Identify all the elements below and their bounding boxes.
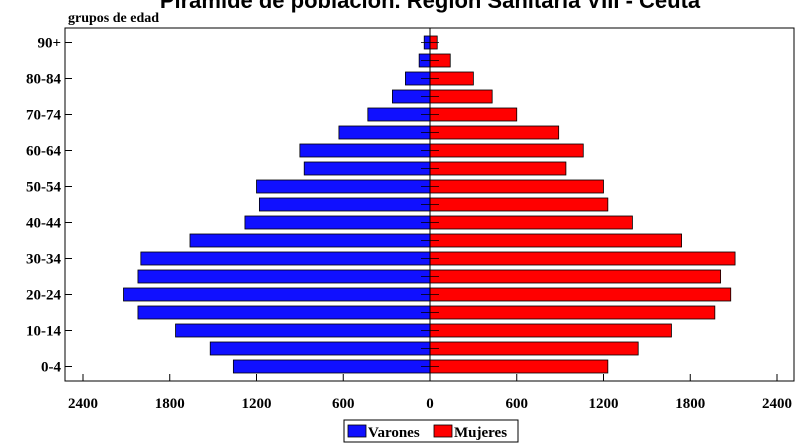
- bar-varones-45-49: [258, 197, 431, 212]
- bar-mujeres-65-69: [429, 125, 560, 140]
- bar-mujeres-60-64: [429, 143, 584, 158]
- y-tick-label-70-74: 70-74: [26, 108, 61, 124]
- bar-varones-0-4: [232, 359, 431, 374]
- bar-mujeres-40-44: [429, 215, 633, 230]
- bar-varones-40-44: [244, 215, 431, 230]
- bar-mujeres-25-29: [429, 269, 722, 284]
- x-tick-label-7: 1800: [675, 396, 705, 412]
- bar-mujeres-75-79: [429, 89, 493, 104]
- bar-mujeres-15-19: [429, 305, 716, 320]
- bars-group: [123, 35, 736, 374]
- chart-title: Pirámide de población. Región Sanitaria …: [160, 0, 701, 13]
- bar-varones-25-29: [137, 269, 431, 284]
- bar-mujeres-10-14: [429, 323, 672, 338]
- legend-box: [343, 419, 519, 443]
- bar-varones-60-64: [299, 143, 431, 158]
- x-ticks-group: 2400 1800 1200 600 0 600 1200 1800 2400: [68, 374, 792, 412]
- y-tick-label-20-24: 20-24: [26, 288, 61, 304]
- x-tick-label-4: 0: [426, 396, 434, 412]
- y-tick-label-90+: 90+: [37, 36, 61, 52]
- x-tick-label-3: 600: [332, 396, 355, 412]
- y-tick-label-50-54: 50-54: [26, 180, 61, 196]
- x-tick-label-8: 2400: [762, 396, 792, 412]
- y-tick-label-60-64: 60-64: [26, 144, 61, 160]
- bar-varones-5-9: [209, 341, 431, 356]
- bar-mujeres-55-59: [429, 161, 567, 176]
- bar-mujeres-30-34: [429, 251, 736, 266]
- legend-label-mujeres: Mujeres: [454, 425, 507, 441]
- bar-mujeres-70-74: [429, 107, 518, 122]
- x-tick-label-5: 600: [506, 396, 529, 412]
- bar-varones-35-39: [189, 233, 431, 248]
- y-tick-label-80-84: 80-84: [26, 72, 61, 88]
- bar-varones-30-34: [140, 251, 431, 266]
- y-tick-label-30-34: 30-34: [26, 252, 61, 268]
- bar-varones-15-19: [137, 305, 431, 320]
- bar-mujeres-5-9: [429, 341, 639, 356]
- y-tick-label-0-4: 0-4: [41, 360, 61, 376]
- bar-varones-10-14: [175, 323, 431, 338]
- legend-label-varones: Varones: [368, 425, 420, 441]
- x-tick-label-1: 1800: [155, 396, 185, 412]
- legend: Varones Mujeres: [343, 419, 519, 443]
- bar-mujeres-45-49: [429, 197, 609, 212]
- y-tick-label-10-14: 10-14: [26, 324, 61, 340]
- bar-varones-50-54: [256, 179, 431, 194]
- bar-varones-65-69: [338, 125, 431, 140]
- y-ticks-group: 0-4 10-14 20-24 30-34 40-44 50-54 60-64 70-74 80…: [26, 36, 72, 376]
- bar-mujeres-35-39: [429, 233, 682, 248]
- bar-mujeres-50-54: [429, 179, 604, 194]
- bar-varones-20-24: [123, 287, 431, 302]
- bar-varones-55-59: [303, 161, 431, 176]
- x-tick-label-0: 2400: [68, 396, 98, 412]
- y-axis-label: grupos de edad: [68, 11, 159, 26]
- legend-swatch-varones: [347, 424, 367, 438]
- bar-varones-70-74: [367, 107, 431, 122]
- bar-mujeres-0-4: [429, 359, 609, 374]
- x-tick-label-2: 1200: [242, 396, 272, 412]
- bar-mujeres-20-24: [429, 287, 732, 302]
- x-tick-label-6: 1200: [589, 396, 619, 412]
- y-tick-label-40-44: 40-44: [26, 216, 61, 232]
- legend-swatch-mujeres: [433, 424, 453, 438]
